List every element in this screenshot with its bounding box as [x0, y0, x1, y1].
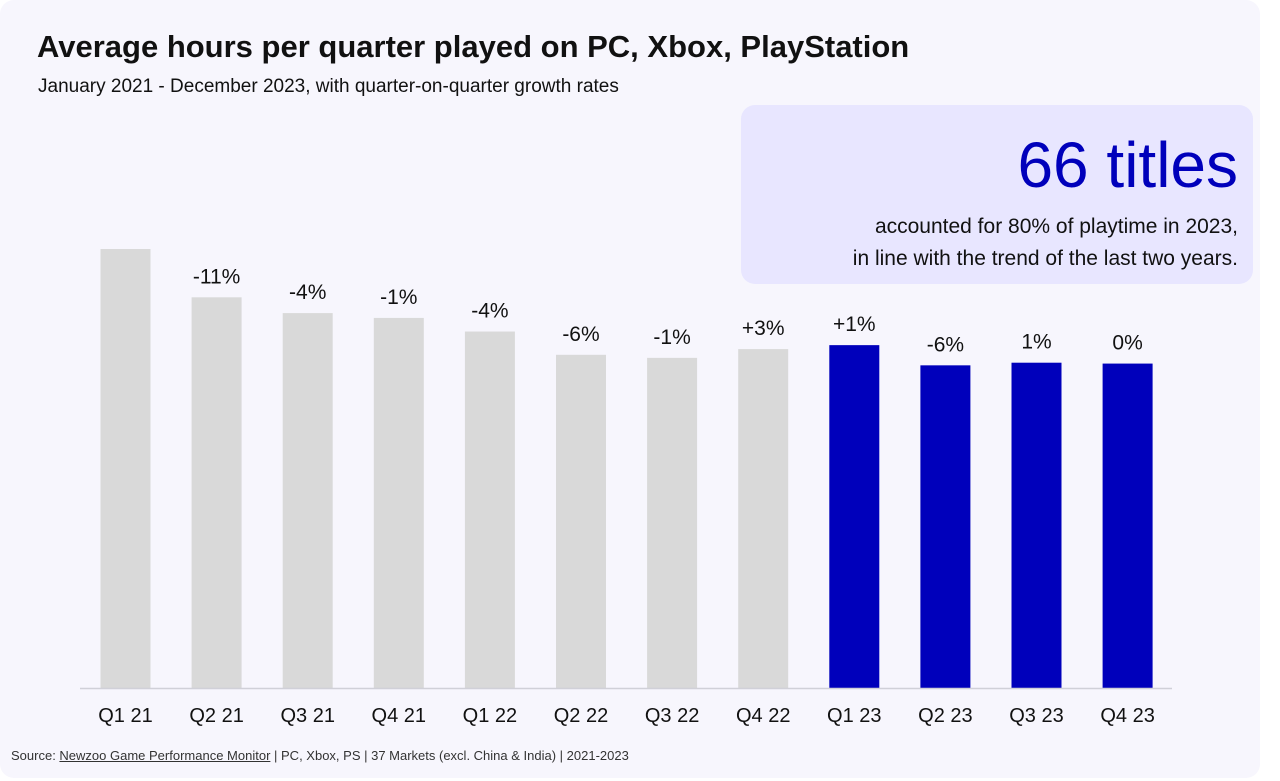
bar-q1-22 [464, 331, 515, 688]
source-link[interactable]: Newzoo Game Performance Monitor [59, 748, 271, 763]
bar-q1-21 [100, 249, 151, 688]
x-tick-label: Q1 21 [98, 705, 152, 727]
callout-line-1: accounted for 80% of playtime in 2023, [874, 215, 1238, 238]
bar-q4-21 [373, 317, 424, 688]
growth-label: 1% [1021, 331, 1051, 354]
source-prefix: Source: [11, 748, 60, 763]
page-title: Average hours per quarter played on PC, … [37, 29, 910, 64]
bar-q4-22 [738, 349, 789, 688]
x-tick-label: Q2 21 [189, 705, 243, 727]
bar-q1-23 [829, 345, 880, 688]
x-tick-label: Q4 21 [372, 705, 426, 727]
growth-label: +3% [742, 317, 785, 340]
growth-label: -1% [380, 286, 417, 309]
growth-label: -6% [562, 323, 599, 346]
bar-q2-22 [556, 354, 606, 688]
callout-headline: 66 titles [1017, 129, 1238, 201]
bar-q2-23 [920, 365, 971, 688]
growth-label: -6% [927, 333, 964, 356]
callout-text: accounted for 80% of playtime in 2023, i… [853, 211, 1238, 275]
bar-q3-21 [282, 313, 333, 688]
growth-label: -4% [289, 281, 326, 304]
x-tick-label: Q1 22 [463, 705, 517, 727]
bar-q2-21 [191, 297, 242, 688]
x-tick-label: Q4 22 [736, 705, 790, 727]
x-tick-label: Q1 23 [827, 705, 881, 727]
callout-box: 66 titles accounted for 80% of playtime … [741, 105, 1253, 284]
bar-q3-23 [1011, 362, 1062, 688]
source-note: Source: Newzoo Game Performance Monitor … [11, 748, 629, 763]
x-tick-label: Q4 23 [1100, 705, 1154, 727]
bar-chart: Q1 21 -11% Q2 21 -4% Q3 21 -1% Q4 21 -4% Q1 22 -6… [80, 249, 1172, 727]
growth-label: 0% [1112, 332, 1142, 355]
growth-label: -11% [193, 265, 240, 288]
source-suffix: | PC, Xbox, PS | 37 Markets (excl. China… [270, 748, 629, 763]
x-tick-label: Q3 21 [280, 705, 334, 727]
x-tick-label: Q2 22 [554, 705, 608, 727]
x-tick-label: Q2 23 [918, 705, 972, 727]
growth-label: -1% [653, 326, 690, 349]
page-subtitle: January 2021 - December 2023, with quart… [38, 76, 619, 97]
growth-label: -4% [471, 300, 508, 323]
bar-q3-22 [647, 357, 698, 688]
callout-line-2: in line with the trend of the last two y… [852, 247, 1238, 270]
growth-label: +1% [833, 313, 876, 336]
x-tick-label: Q3 22 [645, 705, 699, 727]
bar-q4-23 [1102, 363, 1153, 688]
x-tick-label: Q3 23 [1009, 705, 1063, 727]
